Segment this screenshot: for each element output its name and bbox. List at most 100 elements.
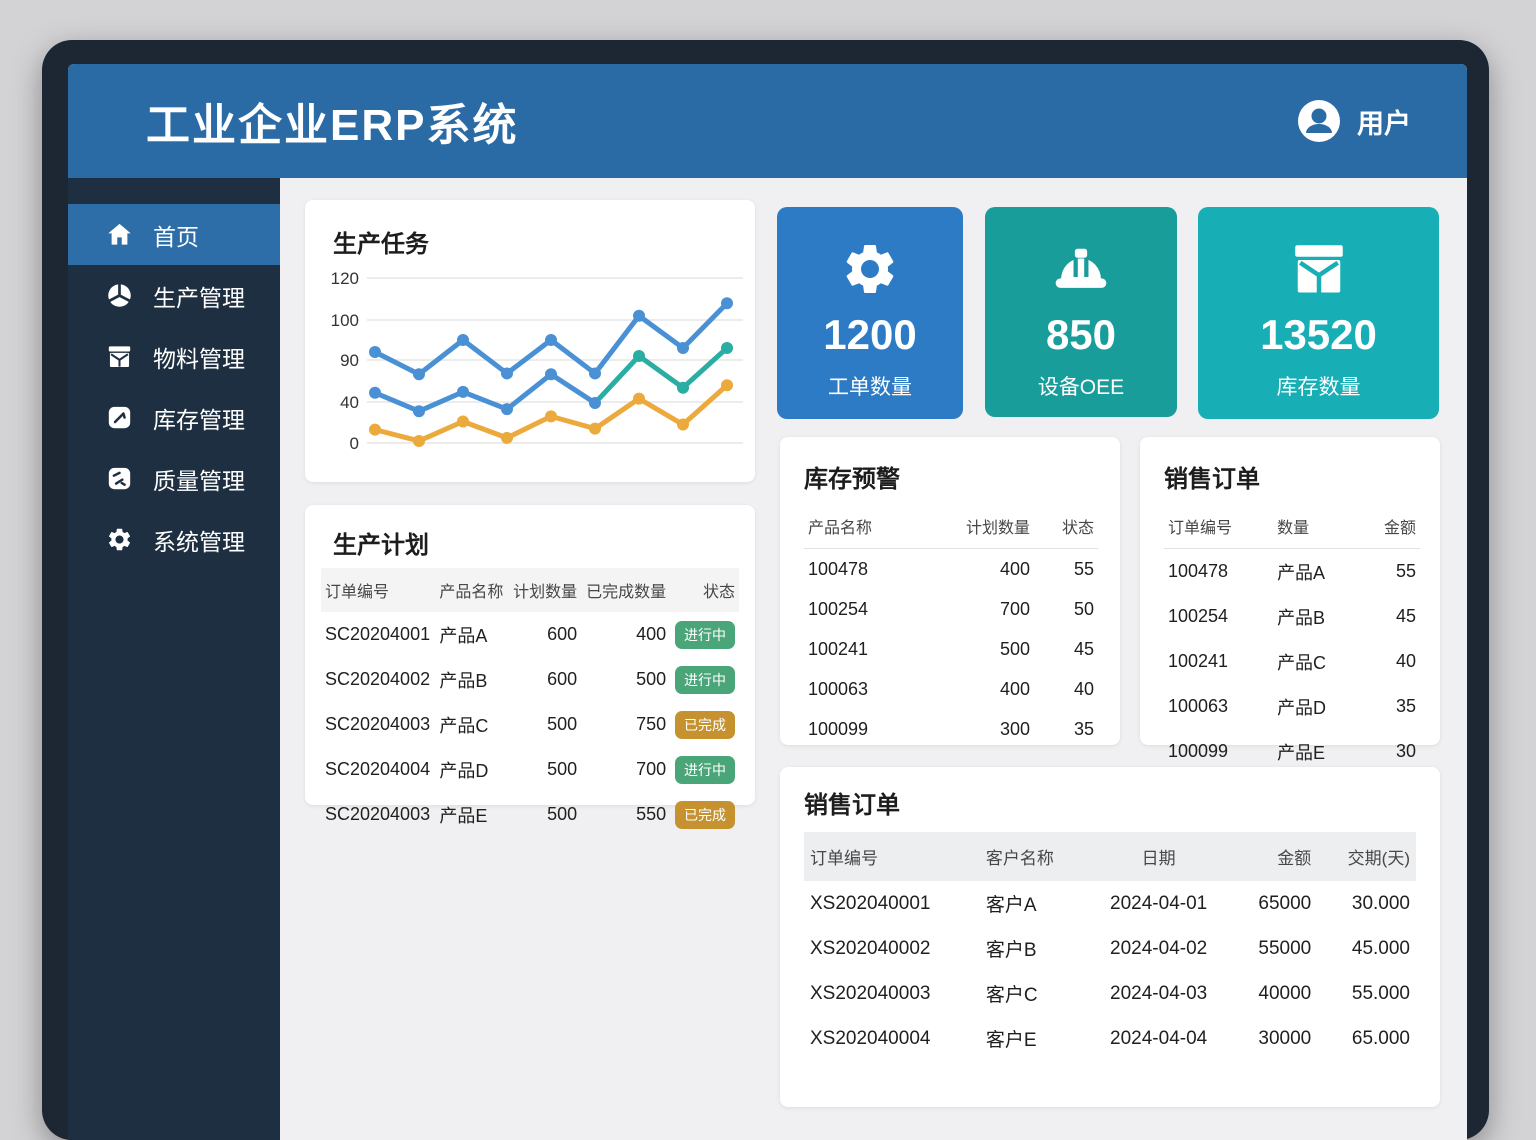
pie-chart-icon: [108, 283, 131, 307]
status-cell: 进行中: [670, 657, 739, 702]
sidebar-item-label: 系统管理: [153, 528, 245, 555]
status-badge: 已完成: [675, 800, 735, 829]
clipboard-edit-icon: [108, 406, 131, 429]
table-cell: XS202040003: [810, 982, 931, 1004]
sidebar-nav: 首页 生产管理 物料管理: [68, 178, 280, 1140]
table-cell: 30000: [1258, 1027, 1312, 1049]
table-cell: 40: [1395, 651, 1416, 671]
sidebar-item-label: 质量管理: [153, 467, 245, 494]
table-cell: 客户C: [985, 985, 1038, 1006]
sidebar-item-system[interactable]: 系统管理: [68, 509, 280, 570]
table-cell: 750: [636, 714, 667, 734]
package-icon: [1198, 239, 1439, 301]
status-badge: 已完成: [675, 710, 735, 739]
column-header: 已完成数量: [586, 584, 667, 601]
home-icon: [108, 223, 131, 245]
transfer-icon: [108, 467, 131, 490]
table-cell: SC20204001: [325, 624, 431, 644]
app-screen: 工业企业ERP系统 用户 首页: [68, 64, 1467, 1140]
table-row: SC20204002 产品B 600 500 进行中: [321, 657, 739, 702]
user-menu-button[interactable]: 用户: [1297, 99, 1411, 143]
kpi-label: 设备OEE: [1037, 376, 1125, 399]
sidebar-item-quality[interactable]: 质量管理: [68, 448, 280, 509]
svg-text:120: 120: [331, 269, 359, 288]
main-content: 生产任务 0 40 90 100 120 1200 工单数量: [280, 178, 1467, 1140]
table-cell: 2024-04-01: [1110, 892, 1208, 914]
table-row: 100478 400 55: [804, 549, 1098, 590]
sidebar-item-label: 库存管理: [153, 406, 245, 433]
table-cell: 45.000: [1351, 937, 1410, 959]
table-cell: 100254: [1168, 606, 1229, 626]
app-title: 工业企业ERP系统: [146, 101, 519, 150]
production-plan-card: 生产计划 订单编号 产品名称 计划数量 已完成数量 状态 SC20204001 产品A 60…: [305, 505, 755, 829]
column-header: 订单编号: [1168, 520, 1233, 537]
kpi-card-inventory: 13520 库存数量: [1198, 207, 1439, 419]
table-cell: 40000: [1258, 982, 1312, 1004]
kpi-value: 13520: [1260, 311, 1377, 358]
column-header: 订单编号: [810, 849, 878, 868]
table-cell: 550: [636, 804, 667, 824]
table-header-row: 订单编号 数量 金额: [1164, 504, 1420, 549]
chart-title: 生产任务: [333, 231, 429, 258]
kpi-value: 1200: [823, 311, 917, 358]
table-cell: 100478: [808, 558, 869, 579]
table-row: 100478 产品A 55: [1164, 549, 1420, 595]
table-cell: 产品B: [1277, 607, 1326, 628]
kpi-label: 工单数量: [828, 376, 912, 399]
column-header: 金额: [1383, 520, 1416, 537]
column-header: 状态: [702, 584, 735, 601]
sidebar-item-inventory[interactable]: 库存管理: [68, 387, 280, 448]
inventory-warning-table: 产品名称 计划数量 状态 100478 400 55 100254 700 50 100241 5…: [804, 504, 1098, 749]
sidebar-item-materials[interactable]: 物料管理: [68, 326, 280, 387]
sidebar-item-label: 物料管理: [153, 345, 245, 372]
table-cell: 600: [547, 669, 578, 689]
table-cell: 产品E: [1277, 742, 1326, 763]
table-cell: 45: [1073, 638, 1094, 659]
device-frame: 工业企业ERP系统 用户 首页: [42, 40, 1489, 1140]
table-cell: 产品D: [1277, 697, 1327, 718]
status-badge: 进行中: [675, 620, 735, 649]
status-cell: 进行中: [670, 747, 739, 792]
table-cell: 55: [1395, 561, 1416, 581]
production-line-chart: 0 40 90 100 120: [331, 269, 743, 453]
table-row: SC20204004 产品D 500 700 进行中: [321, 747, 739, 792]
sales-orders-summary-card: 销售订单 订单编号 数量 金额 100478 产品A 55 100254 产品B 45 1002…: [1140, 437, 1440, 763]
table-row: 100099 产品E 30: [1164, 729, 1420, 774]
sidebar-item-label: 首页: [153, 223, 199, 250]
table-row: XS202040001 客户A 2024-04-01 65000 30.000: [804, 881, 1416, 926]
table-cell: 65000: [1258, 892, 1312, 914]
column-header: 订单编号: [325, 584, 390, 601]
table-cell: 产品A: [439, 625, 488, 646]
table-row: 100241 产品C 40: [1164, 639, 1420, 684]
sales-orders-detail-title: 销售订单: [804, 792, 900, 819]
table-cell: 40: [1073, 678, 1094, 699]
status-badge: 进行中: [675, 665, 735, 694]
status-cell: 已完成: [670, 702, 739, 747]
table-cell: 65.000: [1351, 1027, 1410, 1049]
column-header: 产品名称: [808, 520, 873, 537]
table-cell: 100063: [808, 678, 869, 699]
table-cell: SC20204004: [325, 759, 431, 779]
table-cell: 产品E: [439, 805, 488, 826]
svg-text:90: 90: [340, 351, 359, 370]
table-cell: 100241: [1168, 651, 1229, 671]
table-cell: 100063: [1168, 696, 1229, 716]
table-cell: 2024-04-03: [1110, 982, 1208, 1004]
column-header: 产品名称: [439, 584, 504, 601]
svg-text:100: 100: [331, 311, 359, 330]
inventory-warning-card: 库存预警 产品名称 计划数量 状态 100478 400 55 100254 700 50 10…: [780, 437, 1120, 745]
app-header: 工业企业ERP系统 用户: [68, 64, 1467, 178]
sidebar-item-home[interactable]: 首页: [68, 204, 280, 265]
table-cell: SC20204002: [325, 669, 431, 689]
kpi-card-equipment-oee: 850 设备OEE: [985, 207, 1177, 417]
table-cell: 2024-04-04: [1110, 1027, 1208, 1049]
status-cell: 进行中: [670, 612, 739, 657]
sidebar-item-production[interactable]: 生产管理: [68, 265, 280, 326]
table-cell: 500: [547, 714, 578, 734]
production-plan-table: 订单编号 产品名称 计划数量 已完成数量 状态 SC20204001 产品A 600 400 进…: [321, 568, 739, 837]
table-cell: 500: [547, 759, 578, 779]
sales-orders-detail-table: 订单编号 客户名称 日期 金额 交期(天) XS202040001 客户A 2024-04-…: [804, 832, 1416, 1061]
column-header: 计划数量: [966, 520, 1031, 537]
table-cell: 55.000: [1351, 982, 1410, 1004]
column-header: 金额: [1277, 849, 1312, 868]
